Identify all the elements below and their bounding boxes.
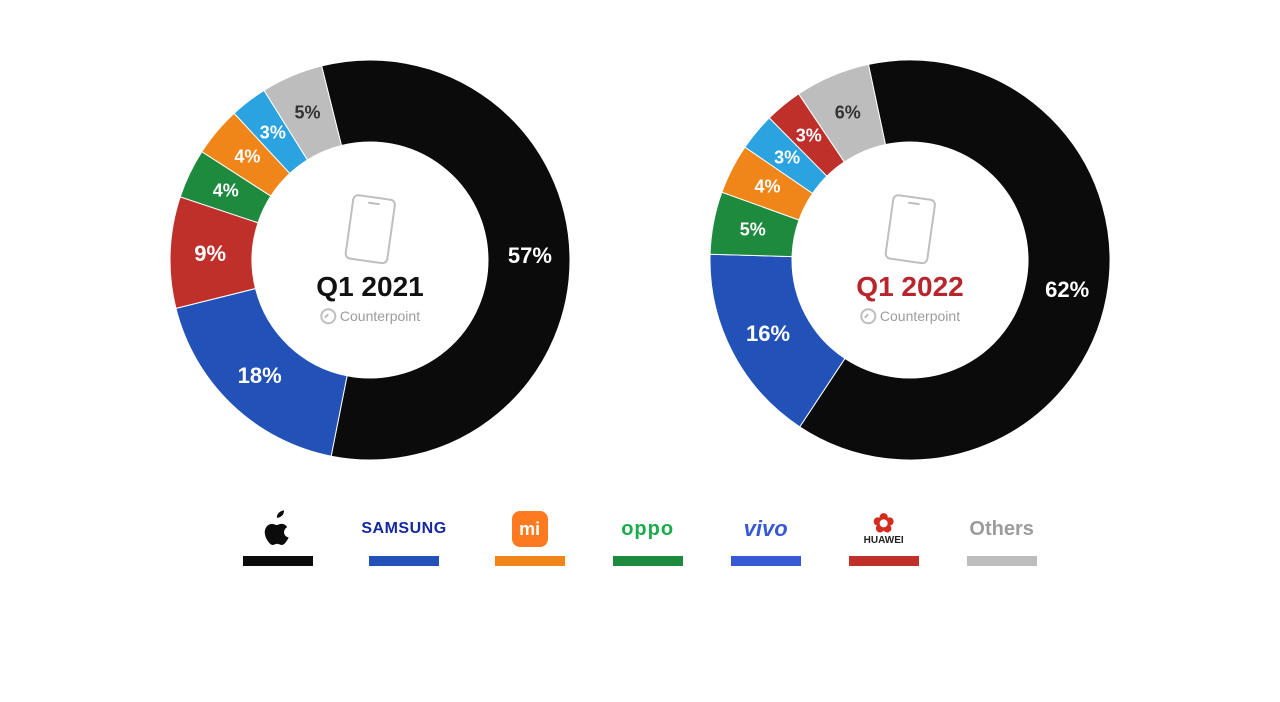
- legend-item-huawei: ✿ HUAWEI: [849, 510, 919, 566]
- donut-slice-samsung: [176, 289, 347, 457]
- legend: SAMSUNG mi oppo vivo ✿ HUAWEI Others: [0, 510, 1280, 566]
- huawei-logo: ✿ HUAWEI: [864, 510, 904, 548]
- legend-item-samsung: SAMSUNG: [361, 510, 446, 566]
- legend-bar: [495, 556, 565, 566]
- donut-svg-q1-2021: [160, 50, 580, 470]
- donut-slice-apple: [322, 60, 570, 460]
- legend-item-vivo: vivo: [731, 510, 801, 566]
- donut-chart-q1-2022: Q1 2022 Counterpoint 62%16%5%4%3%3%6%: [700, 50, 1120, 470]
- legend-item-others: Others: [967, 510, 1037, 566]
- xiaomi-logo-icon: mi: [512, 510, 548, 548]
- others-label: Others: [969, 510, 1033, 548]
- legend-bar: [849, 556, 919, 566]
- legend-bar: [731, 556, 801, 566]
- legend-bar: [967, 556, 1037, 566]
- huawei-label: HUAWEI: [864, 535, 904, 546]
- legend-bar: [243, 556, 313, 566]
- legend-item-apple: [243, 510, 313, 566]
- donut-chart-q1-2021: Q1 2021 Counterpoint 57%18%9%4%4%3%5%: [160, 50, 580, 470]
- legend-item-xiaomi: mi: [495, 510, 565, 566]
- legend-bar: [369, 556, 439, 566]
- legend-item-oppo: oppo: [613, 510, 683, 566]
- huawei-flower-icon: ✿: [873, 512, 895, 535]
- apple-logo-icon: [262, 510, 294, 548]
- oppo-logo: oppo: [621, 510, 674, 548]
- charts-row: Q1 2021 Counterpoint 57%18%9%4%4%3%5% Q1…: [0, 0, 1280, 470]
- donut-svg-q1-2022: [700, 50, 1120, 470]
- legend-bar: [613, 556, 683, 566]
- samsung-logo: SAMSUNG: [361, 510, 446, 548]
- vivo-logo: vivo: [744, 510, 788, 548]
